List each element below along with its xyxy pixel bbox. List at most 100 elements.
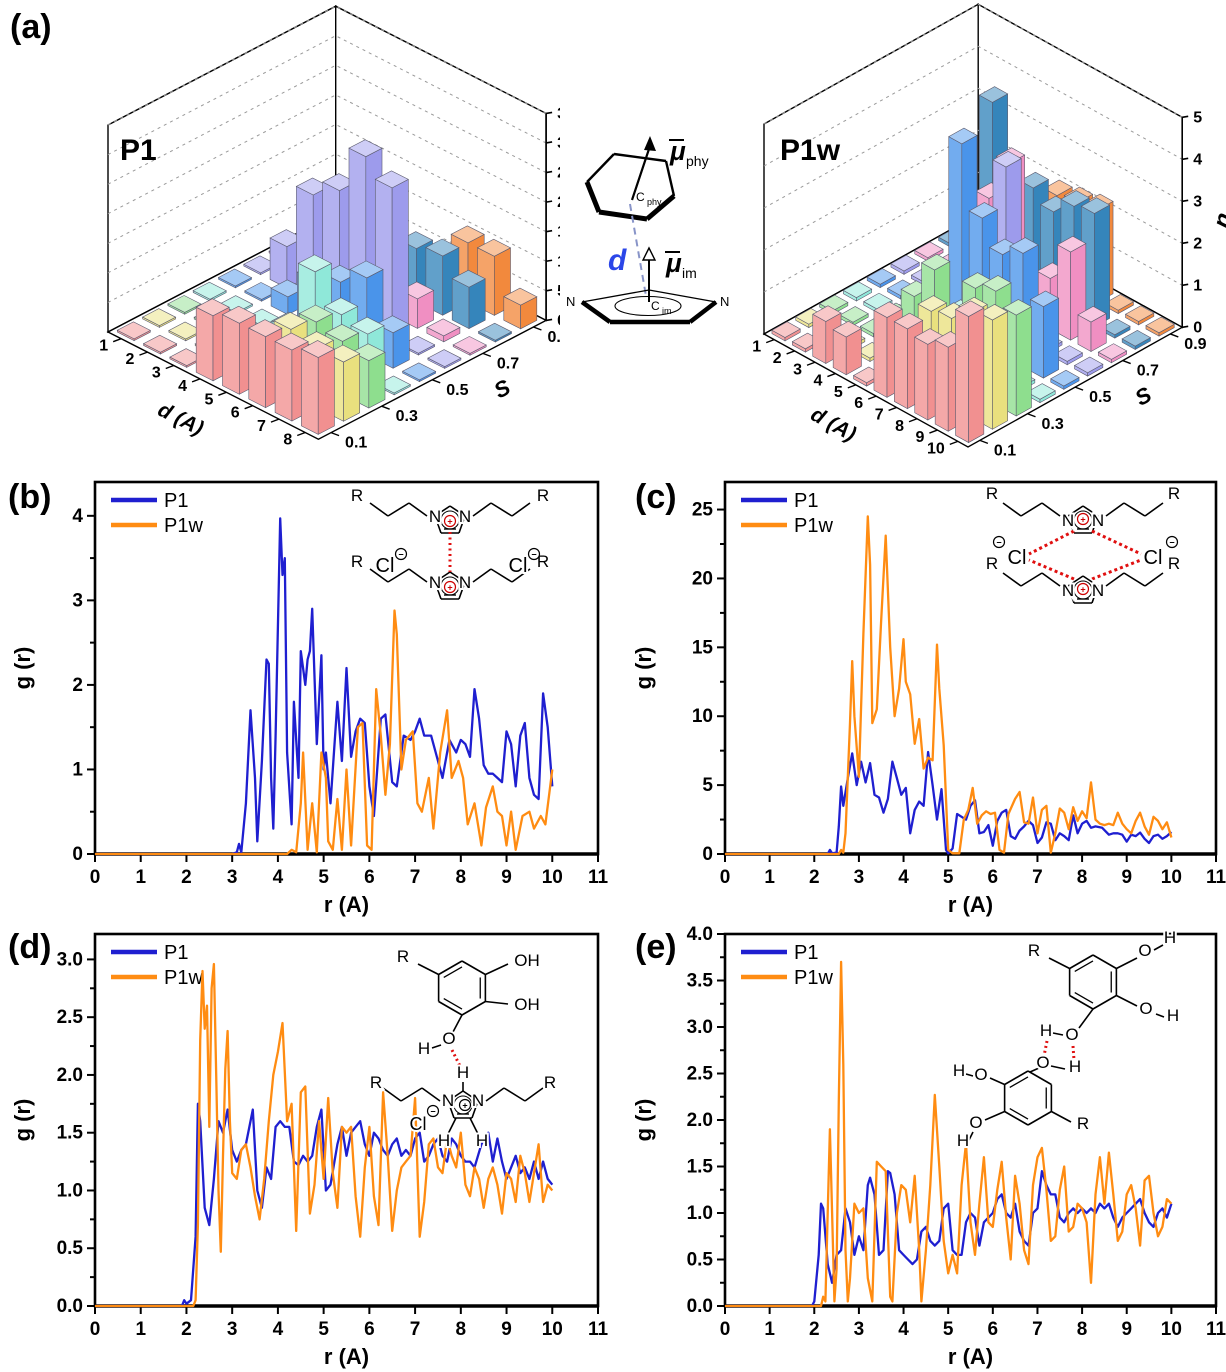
svg-text:0.9: 0.9 [1184, 336, 1206, 353]
svg-text:7: 7 [410, 1319, 421, 1340]
p1w-bar-d9-s0.5 [1029, 290, 1060, 379]
p1-bar-d8-s0.9 [503, 287, 538, 330]
c-series-p1w [725, 515, 1173, 856]
svg-text:2: 2 [181, 867, 192, 888]
svg-text:8: 8 [895, 418, 904, 435]
d-x-label: r (A) [324, 1344, 369, 1369]
svg-text:20: 20 [557, 194, 560, 211]
svg-text:R: R [370, 1073, 382, 1092]
b-x-label: r (A) [324, 892, 369, 917]
inset-atom-n: N [427, 505, 443, 528]
c-phy-label: C [636, 190, 645, 204]
inset-atom-r: R [535, 484, 551, 507]
svg-text:8: 8 [283, 432, 292, 449]
e-x-label: r (A) [948, 1344, 993, 1369]
svg-text:R: R [351, 552, 363, 571]
svg-text:3.0: 3.0 [687, 1017, 713, 1038]
inset-atom-r: R [368, 1071, 384, 1094]
p1w-bar-d1-s0.6 [890, 254, 920, 275]
inset-atom-h: H [1165, 1004, 1181, 1027]
svg-text:35: 35 [557, 105, 560, 122]
svg-text:R: R [1077, 1114, 1089, 1133]
inset-atom-+: + [1076, 582, 1090, 596]
p1-bar-d7-s0.7 [426, 318, 461, 343]
svg-text:2.5: 2.5 [687, 1064, 714, 1085]
svg-text:O: O [969, 1113, 982, 1132]
svg-text:7: 7 [875, 406, 884, 423]
svg-text:3: 3 [227, 1319, 238, 1340]
svg-text:S: S [490, 374, 515, 403]
svg-text:N: N [1062, 581, 1074, 600]
p1w-title: P1w [780, 134, 841, 167]
b-legend-p1: P1 [164, 490, 188, 512]
p1w-bar-d2-s0.3 [839, 306, 869, 327]
svg-text:N: N [459, 507, 471, 526]
svg-text:5: 5 [318, 1319, 329, 1340]
d-y-label: g (r) [10, 1099, 35, 1142]
svg-text:0: 0 [90, 1319, 101, 1340]
svg-text:H: H [1069, 1057, 1081, 1076]
p1w-bar-d1-s0.1 [771, 321, 801, 342]
p1-bar-d2-s0.1 [142, 334, 178, 355]
svg-text:O: O [1065, 1025, 1078, 1044]
svg-text:1.0: 1.0 [57, 1180, 83, 1201]
svg-text:OH: OH [514, 951, 540, 970]
c-axes: 0 1 2 3 4 5 6 7 8 9 10 11 0 5 10 15 20 25 r (A) g (r) [631, 480, 1226, 917]
svg-text:im: im [682, 265, 697, 281]
svg-text:2.0: 2.0 [687, 1110, 713, 1131]
svg-text:6: 6 [988, 1319, 999, 1340]
svg-text:0.1: 0.1 [994, 442, 1016, 459]
panel-label-d: (d) [8, 928, 52, 966]
e-series-p1 [725, 1170, 1173, 1308]
p1w-bar-d9-s0.9 [1124, 305, 1155, 326]
svg-text:0: 0 [720, 1319, 731, 1340]
svg-text:R: R [537, 486, 549, 505]
svg-text:phy: phy [686, 153, 709, 169]
p1-bar-d8-s0.7 [452, 336, 487, 356]
d-axes: 0 1 2 3 4 5 6 7 8 9 10 11 0.0 0.5 1.0 1.5 2.0 2.5 3.0 r (A)… [10, 932, 608, 1369]
svg-text:25: 25 [692, 500, 714, 521]
svg-text:1.0: 1.0 [687, 1203, 713, 1224]
p1-s-axis: 0.1 0.3 0.5 0.7 0.9 S [330, 326, 560, 452]
svg-text:3: 3 [1193, 193, 1202, 210]
svg-text:0.9: 0.9 [547, 329, 560, 346]
p1w-bar-d10-s0.5 [1050, 369, 1080, 390]
inset-structure-e [965, 944, 1165, 1141]
svg-text:3: 3 [152, 365, 161, 382]
svg-text:0.0: 0.0 [687, 1296, 713, 1317]
svg-text:H: H [1164, 928, 1176, 947]
svg-text:0: 0 [1193, 319, 1202, 336]
svg-text:R: R [397, 947, 409, 966]
svg-text:10: 10 [557, 253, 560, 270]
svg-text:15: 15 [557, 224, 560, 241]
svg-text:4: 4 [898, 1319, 909, 1340]
svg-text:−: − [398, 550, 403, 560]
c-x-label: r (A) [948, 892, 993, 917]
svg-text:im: im [662, 306, 672, 316]
p1-bar-d1-s0.2 [141, 308, 177, 328]
svg-text:S: S [1131, 382, 1156, 411]
svg-text:R: R [351, 486, 363, 505]
inset-atom-r: R [349, 550, 365, 573]
inset-atom-oh: OH [512, 949, 542, 972]
svg-text:8: 8 [456, 1319, 467, 1340]
inset-atom-h: H [416, 1037, 432, 1060]
inset-atom-o: O [967, 1111, 984, 1134]
panel-label-e: (e) [635, 928, 677, 966]
p1-bar-d7-s0.8 [451, 269, 486, 330]
panel-label-b: (b) [8, 478, 52, 516]
p1w-bar-d1-s0.4 [842, 281, 873, 302]
svg-text:1: 1 [135, 1319, 146, 1340]
p1-z-axis: 05101520253035n [545, 105, 560, 329]
svg-text:N: N [1092, 511, 1104, 530]
p1-bar-d8-s0.1 [300, 340, 336, 435]
svg-text:9: 9 [1121, 867, 1132, 888]
svg-text:H: H [438, 1131, 450, 1150]
inset-atom-cl: Cl [1142, 545, 1165, 571]
svg-text:0.5: 0.5 [1089, 389, 1111, 406]
p1-bar-d8-s0.6 [427, 349, 462, 369]
svg-text:+: + [447, 517, 452, 527]
d-series-p1w [95, 962, 554, 1308]
svg-text:8: 8 [456, 867, 467, 888]
svg-text:R: R [986, 554, 998, 573]
